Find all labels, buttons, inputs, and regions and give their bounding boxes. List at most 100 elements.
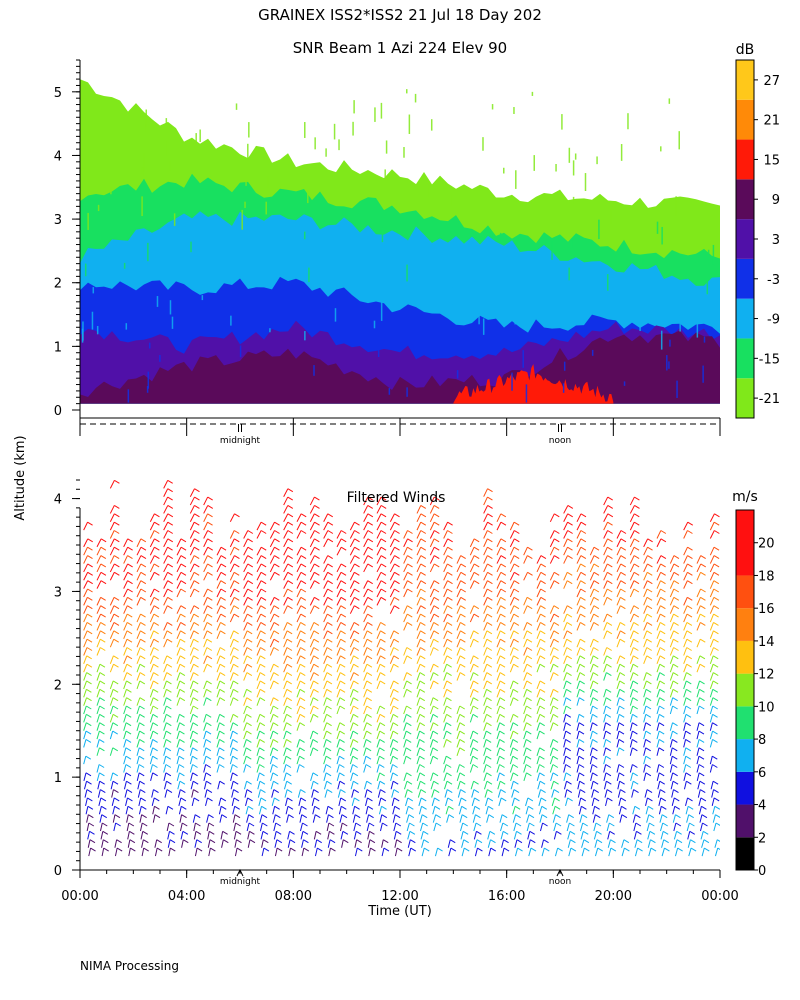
wind-barb <box>349 530 355 539</box>
wind-barb-flag <box>487 521 493 526</box>
wind-barb <box>216 764 220 773</box>
wind-barb-flag <box>713 647 719 651</box>
wind-barb-flag <box>557 847 563 852</box>
wind-barb <box>416 655 421 665</box>
snr-speckle <box>304 122 306 138</box>
wind-barb-flag <box>128 814 134 819</box>
wind-barb <box>536 555 542 564</box>
wind-barb <box>617 781 621 790</box>
snr-speckle <box>406 387 408 397</box>
wind-barb-flag <box>260 789 266 794</box>
wind-barb-flag <box>410 839 416 844</box>
wind-barb-flag <box>206 697 212 702</box>
wind-barb-flag <box>152 705 159 710</box>
wind-barb-flag <box>325 772 332 777</box>
wind-barb-flag <box>207 538 213 543</box>
wind-barb-flag <box>554 805 561 810</box>
wind-barb-flag <box>490 847 497 852</box>
wind-barb <box>180 831 184 840</box>
wind-barb <box>189 521 195 531</box>
wind-barb-flag <box>100 613 106 618</box>
wind-barb-flag <box>486 621 493 626</box>
wind-barb <box>83 672 88 681</box>
wind-barb <box>300 831 304 840</box>
wind-barb <box>149 613 155 623</box>
wind-barb <box>137 789 141 798</box>
wind-barb-flag <box>138 747 145 752</box>
wind-barb <box>656 588 661 598</box>
wind-barb-flag <box>459 747 465 752</box>
wind-barb-flag <box>87 546 93 551</box>
wind-barb-flag <box>246 638 253 643</box>
wind-barb-flag <box>419 722 426 727</box>
wind-barb-flag <box>126 638 133 643</box>
wind-barb <box>309 546 315 556</box>
snr-speckle <box>84 263 87 277</box>
wind-barb <box>656 572 662 581</box>
wind-barb-flag <box>182 830 189 835</box>
wind-barb-flag <box>179 772 185 777</box>
wind-barb-flag <box>153 605 160 610</box>
wind-barb <box>496 697 501 706</box>
wind-barb <box>541 839 545 848</box>
wind-barb-flag <box>205 764 211 768</box>
wind-barb <box>659 822 664 832</box>
wind-barb-flag <box>369 830 375 835</box>
wind-barb-flag <box>540 621 546 626</box>
wind-barb-flag <box>299 697 306 702</box>
wind-barb <box>616 772 620 781</box>
wind-barb <box>309 655 315 665</box>
wind-barb-flag <box>646 571 653 576</box>
wind-barb <box>696 739 700 748</box>
wind-barb-flag <box>339 722 346 727</box>
wind-barb-flag <box>645 697 652 702</box>
wind-barb-flag <box>713 563 720 568</box>
wind-barb-flag <box>247 563 254 568</box>
wind-barb <box>85 797 88 807</box>
wind-barb-flag <box>340 546 347 551</box>
wind-barb <box>349 755 354 765</box>
wind-barb-flag <box>99 780 105 785</box>
wind-barb <box>389 689 394 698</box>
wind-barb <box>389 530 395 539</box>
wind-barb <box>216 588 222 598</box>
wind-barb <box>509 647 514 656</box>
wind-barb-flag <box>207 504 214 509</box>
wind-barb-flag <box>367 546 374 551</box>
wind-barb-flag <box>141 814 147 819</box>
wind-barb-flag <box>180 605 187 610</box>
wind-barb <box>616 705 620 715</box>
wind-barb-flag <box>702 822 708 827</box>
winds-x-tick-label: 00:00 <box>701 889 738 904</box>
wind-barb-flag <box>633 588 640 593</box>
wind-barb <box>656 613 661 623</box>
wind-barb <box>483 689 488 698</box>
wind-barb <box>483 672 488 681</box>
wind-barb <box>457 789 462 798</box>
wind-barb-flag <box>592 747 598 752</box>
wind-barb-flag <box>114 521 120 526</box>
wind-barb-flag <box>139 722 145 727</box>
wind-barb-flag <box>194 538 200 543</box>
wind-barb-flag <box>152 713 159 718</box>
wind-barb-flag <box>353 647 360 651</box>
wind-barb-flag <box>526 663 533 668</box>
wind-barb <box>256 588 262 598</box>
wind-barb-flag <box>180 555 187 560</box>
wind-barb-flag <box>592 738 598 743</box>
wind-barb <box>563 572 568 581</box>
wind-barb-flag <box>407 555 413 560</box>
wind-barb <box>149 546 155 556</box>
wind-barb-flag <box>685 764 692 768</box>
wind-barb <box>167 839 171 848</box>
wind-barb-flag <box>646 605 653 610</box>
wind-barb-flag <box>447 613 453 618</box>
wind-barb-flag <box>328 822 335 827</box>
wind-barb-flag <box>112 747 119 752</box>
wind-barb-flag <box>368 814 374 819</box>
wind-barb <box>376 572 382 581</box>
wind-barb-flag <box>620 789 626 794</box>
wind-barb-flag <box>287 555 293 560</box>
wind-barb <box>551 797 556 807</box>
wind-barb <box>163 580 169 589</box>
